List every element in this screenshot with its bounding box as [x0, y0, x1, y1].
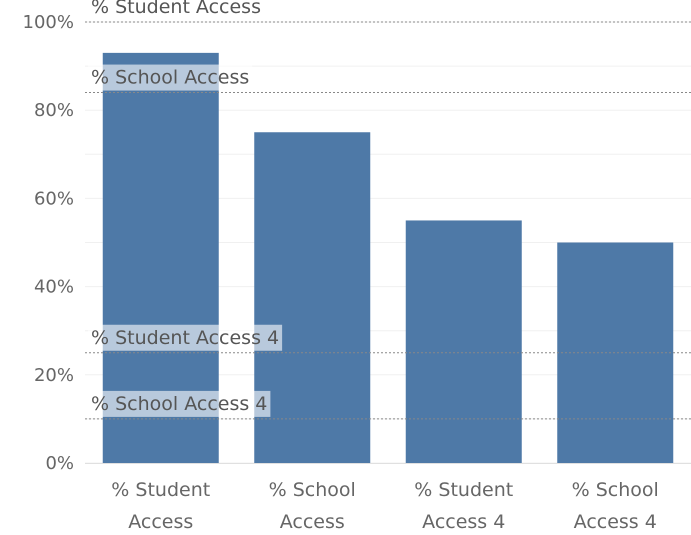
y-tick-label: 0% [45, 453, 74, 474]
x-tick-label: % Student [414, 479, 513, 501]
reference-label-background [88, 0, 264, 20]
y-tick-label: 80% [34, 100, 74, 121]
reference-line-label: % Student Access 4 [91, 327, 279, 349]
reference-line-label: % Student Access [91, 0, 261, 18]
reference-label-background [88, 64, 253, 91]
reference-label-background [88, 390, 271, 417]
bar[interactable] [254, 132, 371, 463]
x-tick-label: Access 4 [574, 511, 657, 533]
y-tick-label: 60% [34, 188, 74, 209]
x-tick-label: % School [572, 479, 659, 501]
bar[interactable] [405, 220, 522, 463]
x-tick-label: Access 4 [422, 511, 505, 533]
y-tick-label: 40% [34, 277, 74, 298]
reference-label-background [88, 324, 283, 351]
x-tick-label: Access [280, 511, 345, 533]
y-tick-label: 20% [34, 365, 74, 386]
x-tick-label: Access [128, 511, 193, 533]
y-axis: 0% 20% 40% 60% 80% 100% [23, 12, 74, 474]
x-tick-label: % School [269, 479, 356, 501]
reference-line-label: % School Access [91, 67, 249, 89]
reference-lines: % Student Access % School Access % Student… [85, 0, 691, 420]
x-tick-label: % Student [111, 479, 210, 501]
reference-line-label: % School Access 4 [91, 393, 267, 415]
y-tick-label: 100% [23, 12, 74, 33]
x-axis: % Student Access % School Access % Student Ac… [85, 463, 691, 533]
